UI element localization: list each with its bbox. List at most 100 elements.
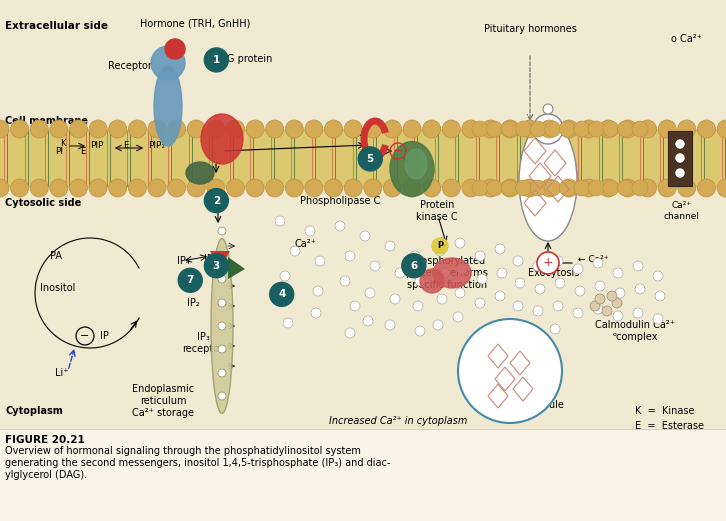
Text: 1: 1: [213, 55, 220, 65]
Circle shape: [109, 120, 127, 138]
Circle shape: [486, 180, 502, 196]
Circle shape: [599, 179, 617, 197]
Circle shape: [544, 180, 560, 196]
Circle shape: [655, 291, 665, 301]
Circle shape: [325, 179, 343, 197]
Circle shape: [574, 121, 590, 137]
Circle shape: [442, 120, 460, 138]
Circle shape: [595, 281, 605, 291]
Text: ylglycerol (DAG).: ylglycerol (DAG).: [5, 470, 87, 480]
Circle shape: [413, 301, 423, 311]
Circle shape: [573, 264, 583, 274]
Text: Pituitary hormones: Pituitary hormones: [484, 24, 576, 34]
Circle shape: [403, 179, 421, 197]
Text: IP₄: IP₄: [176, 256, 189, 266]
Circle shape: [403, 120, 421, 138]
Circle shape: [345, 328, 355, 338]
Circle shape: [385, 241, 395, 251]
Circle shape: [11, 120, 28, 138]
Circle shape: [501, 121, 517, 137]
Circle shape: [599, 120, 617, 138]
Text: IP₃: IP₃: [203, 254, 216, 264]
Circle shape: [207, 120, 225, 138]
Circle shape: [553, 301, 563, 311]
Circle shape: [486, 121, 502, 137]
Text: IP: IP: [100, 331, 109, 341]
Circle shape: [613, 311, 623, 321]
Circle shape: [266, 179, 284, 197]
Circle shape: [658, 179, 676, 197]
Circle shape: [313, 286, 323, 296]
Circle shape: [533, 306, 543, 316]
Circle shape: [50, 179, 68, 197]
Circle shape: [207, 179, 225, 197]
Circle shape: [590, 301, 600, 311]
Text: E  =  Esterase: E = Esterase: [635, 421, 704, 431]
Circle shape: [204, 189, 229, 213]
Circle shape: [370, 261, 380, 271]
Text: DAG: DAG: [359, 128, 380, 138]
Circle shape: [385, 320, 395, 330]
Circle shape: [653, 314, 663, 324]
Text: IP₂: IP₂: [187, 298, 200, 308]
Circle shape: [165, 39, 185, 59]
Circle shape: [218, 322, 226, 330]
Circle shape: [559, 180, 575, 196]
Circle shape: [497, 268, 507, 278]
Circle shape: [559, 121, 575, 137]
Circle shape: [423, 179, 441, 197]
Circle shape: [218, 345, 226, 353]
Text: Ca²⁺
channel: Ca²⁺ channel: [664, 201, 700, 221]
Text: Inositol: Inositol: [40, 283, 76, 293]
Circle shape: [588, 121, 604, 137]
Text: E: E: [123, 142, 129, 151]
Circle shape: [285, 179, 303, 197]
Circle shape: [619, 120, 637, 138]
Circle shape: [364, 120, 382, 138]
Circle shape: [0, 120, 9, 138]
Text: PIP₂: PIP₂: [148, 142, 165, 151]
Circle shape: [619, 179, 637, 197]
Ellipse shape: [405, 149, 427, 179]
Text: 3: 3: [213, 260, 220, 271]
Circle shape: [475, 298, 485, 308]
Circle shape: [521, 120, 539, 138]
Circle shape: [290, 246, 300, 256]
Circle shape: [109, 179, 127, 197]
Ellipse shape: [211, 239, 233, 414]
Circle shape: [148, 120, 166, 138]
Circle shape: [204, 48, 229, 72]
Ellipse shape: [154, 66, 182, 146]
Circle shape: [383, 179, 401, 197]
Circle shape: [560, 179, 578, 197]
Circle shape: [676, 154, 684, 162]
Circle shape: [30, 179, 48, 197]
Circle shape: [593, 304, 603, 314]
Circle shape: [462, 179, 480, 197]
Circle shape: [472, 180, 488, 196]
Text: K: K: [60, 139, 65, 147]
Circle shape: [360, 231, 370, 241]
Circle shape: [678, 179, 696, 197]
Circle shape: [401, 254, 426, 278]
Circle shape: [218, 252, 226, 260]
Circle shape: [50, 120, 68, 138]
Circle shape: [218, 369, 226, 377]
Circle shape: [593, 258, 603, 268]
Circle shape: [227, 179, 245, 197]
Circle shape: [653, 271, 663, 281]
Circle shape: [168, 179, 186, 197]
Text: G protein: G protein: [227, 54, 273, 64]
Circle shape: [633, 308, 643, 318]
Circle shape: [457, 264, 467, 274]
Circle shape: [275, 216, 285, 226]
Circle shape: [658, 120, 676, 138]
Circle shape: [579, 120, 597, 138]
Circle shape: [283, 318, 293, 328]
Circle shape: [423, 120, 441, 138]
Circle shape: [364, 179, 382, 197]
Ellipse shape: [186, 162, 214, 184]
Circle shape: [513, 301, 523, 311]
Circle shape: [218, 392, 226, 400]
Circle shape: [515, 121, 531, 137]
